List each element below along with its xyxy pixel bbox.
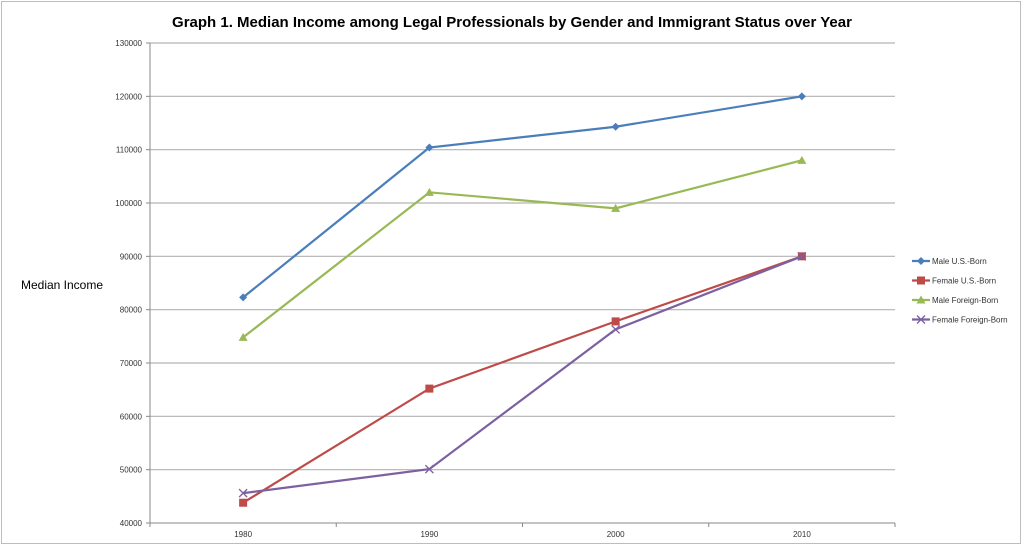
legend-item: Male U.S.-Born [912, 257, 987, 266]
y-tick-label: 80000 [120, 306, 143, 315]
series-line [242, 255, 803, 495]
data-point [239, 293, 248, 302]
chart-title: Graph 1. Median Income among Legal Profe… [172, 14, 852, 31]
data-point [611, 317, 620, 326]
x-tick-label: 2000 [607, 530, 625, 539]
series-female-foreign-born [238, 251, 807, 498]
legend-label: Female Foreign-Born [932, 316, 1008, 325]
legend-marker [917, 257, 925, 265]
y-tick-label: 40000 [120, 519, 143, 528]
data-point [424, 187, 434, 196]
data-point [611, 324, 621, 334]
data-point [425, 384, 434, 393]
y-tick-label: 70000 [120, 359, 143, 368]
y-tick-label: 100000 [115, 199, 142, 208]
series-line [242, 95, 803, 299]
legend-item: Male Foreign-Born [912, 295, 998, 305]
data-point [611, 203, 621, 212]
y-tick-label: 50000 [120, 466, 143, 475]
x-marker-stroke [916, 315, 926, 324]
data-point [797, 251, 807, 261]
axes: 40000 50000 60000 70000 80000 90000 100000 1100… [115, 39, 896, 539]
data-point [797, 92, 806, 101]
x-tick-label: 1990 [420, 530, 438, 539]
legend: Male U.S.-Born Female U.S.-Born Male Forei… [912, 257, 1008, 325]
series-male-u-s-born [239, 92, 806, 302]
legend-marker [917, 276, 925, 285]
x-marker-stroke [611, 324, 621, 334]
y-tick-label: 130000 [115, 39, 142, 48]
y-tick-label: 110000 [116, 146, 143, 155]
x-tick-label: 1980 [234, 530, 252, 539]
data-point [238, 488, 248, 498]
legend-label: Male Foreign-Born [932, 296, 998, 305]
legend-marker [916, 315, 926, 324]
x-marker-stroke [797, 251, 807, 261]
series-male-foreign-born [238, 155, 807, 341]
x-marker-stroke [238, 488, 248, 498]
legend-marker [916, 295, 926, 304]
legend-label: Female U.S.-Born [932, 277, 996, 286]
data-point [425, 143, 434, 152]
legend-label: Male U.S.-Born [932, 257, 987, 266]
y-tick-label: 120000 [115, 92, 142, 101]
legend-item: Female Foreign-Born [912, 315, 1008, 325]
x-marker-stroke [424, 464, 434, 474]
data-point [797, 155, 807, 164]
series-group [238, 92, 807, 507]
data-point [424, 464, 434, 474]
legend-item: Female U.S.-Born [912, 276, 996, 286]
data-point [239, 498, 248, 507]
data-point [238, 332, 248, 341]
y-tick-label: 90000 [120, 252, 143, 261]
gridlines [150, 42, 895, 471]
data-point [611, 122, 620, 131]
y-axis-label: Median Income [21, 278, 103, 292]
y-tick-label: 60000 [120, 412, 143, 421]
series-female-u-s-born [239, 252, 806, 507]
x-tick-label: 2010 [793, 530, 811, 539]
series-line [242, 255, 803, 504]
series-line [242, 159, 803, 339]
